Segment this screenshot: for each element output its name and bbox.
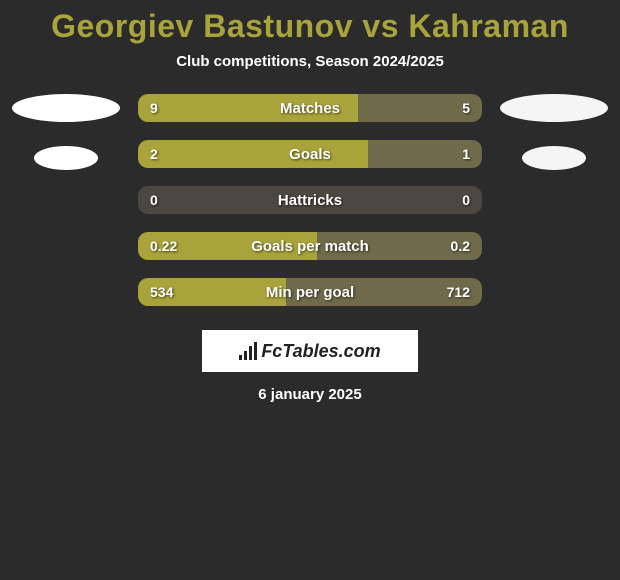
left-player-col — [6, 94, 126, 170]
right-club-icon — [522, 146, 586, 170]
comparison-card: Georgiev Bastunov vs Kahraman Club compe… — [0, 0, 620, 403]
stat-left-value: 0.22 — [150, 238, 177, 254]
bar-left-fill — [138, 140, 368, 168]
stat-right-value: 5 — [462, 100, 470, 116]
right-player-col — [494, 94, 614, 170]
brand-logo: FcTables.com — [202, 330, 418, 372]
stat-left-value: 534 — [150, 284, 173, 300]
stat-row: 0 0 Hattricks — [138, 186, 482, 214]
subtitle: Club competitions, Season 2024/2025 — [0, 53, 620, 70]
stat-left-value: 0 — [150, 192, 158, 208]
stat-label: Hattricks — [278, 192, 342, 209]
stat-right-value: 712 — [447, 284, 470, 300]
stat-row: 2 1 Goals — [138, 140, 482, 168]
stat-right-value: 0 — [462, 192, 470, 208]
stat-left-value: 9 — [150, 100, 158, 116]
footer-date: 6 january 2025 — [0, 386, 620, 403]
main-row: 9 5 Matches 2 1 Goals 0 0 Hattricks 0.22 0.2 Goals … — [0, 94, 620, 306]
stat-label: Min per goal — [266, 284, 354, 301]
stat-left-value: 2 — [150, 146, 158, 162]
stat-label: Goals — [289, 146, 331, 163]
page-title: Georgiev Bastunov vs Kahraman — [0, 8, 620, 45]
stat-bars: 9 5 Matches 2 1 Goals 0 0 Hattricks 0.22 0.2 Goals … — [138, 94, 482, 306]
left-flag-icon — [12, 94, 120, 122]
stat-label: Goals per match — [251, 238, 369, 255]
brand-text: FcTables.com — [261, 341, 380, 362]
stat-row: 9 5 Matches — [138, 94, 482, 122]
stat-right-value: 0.2 — [451, 238, 470, 254]
stat-label: Matches — [280, 100, 340, 117]
chart-icon — [239, 342, 257, 360]
stat-row: 0.22 0.2 Goals per match — [138, 232, 482, 260]
stat-row: 534 712 Min per goal — [138, 278, 482, 306]
right-flag-icon — [500, 94, 608, 122]
stat-right-value: 1 — [462, 146, 470, 162]
left-club-icon — [34, 146, 98, 170]
